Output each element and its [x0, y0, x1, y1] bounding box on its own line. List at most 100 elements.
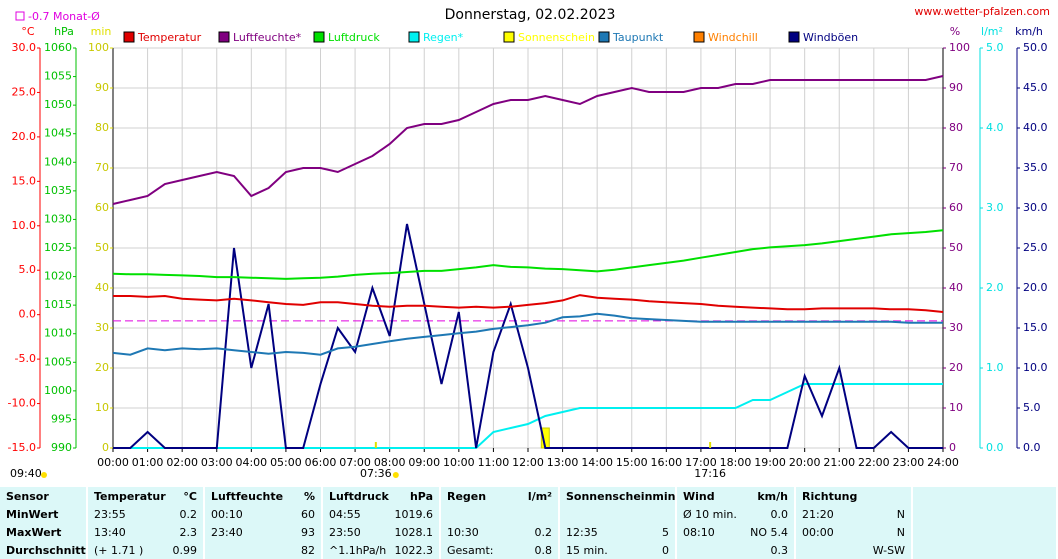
- chart-title: Donnerstag, 02.02.2023: [445, 7, 616, 23]
- y-tick-label: 5.0: [1023, 401, 1041, 414]
- y-tick-label: 20.0: [12, 130, 37, 143]
- x-tick-label: 02:00: [166, 456, 198, 469]
- y-tick-label: -5.0: [15, 352, 36, 365]
- y-tick-label: 80: [949, 121, 963, 134]
- y-tick-label: 1050: [44, 98, 72, 111]
- y-tick-label: 100: [949, 41, 970, 54]
- axis-title: l/m²: [981, 25, 1003, 38]
- table-cell: (+ 1.71 ) 0.99: [88, 541, 205, 559]
- cell-text: Gesamt:: [447, 543, 494, 557]
- series-line: [112, 75, 944, 205]
- x-tick-label: 19:00: [754, 456, 786, 469]
- x-tick-label: 17:00: [685, 456, 717, 469]
- x-tick-label: 13:00: [547, 456, 579, 469]
- series-line: [112, 229, 944, 280]
- cell-text: 23:50: [329, 525, 361, 539]
- sunshine-total: 09:40: [10, 467, 42, 480]
- x-tick-label: 24:00: [927, 456, 959, 469]
- y-tick-label: -15.0: [8, 441, 36, 454]
- y-tick-label: 50: [95, 241, 109, 254]
- y-tick-label: 10: [95, 401, 109, 414]
- table-cell: 13:40 2.3: [88, 523, 205, 541]
- table-cell: Gesamt: 0.8: [441, 541, 560, 559]
- y-tick-label: 1005: [44, 355, 72, 368]
- y-tick-label: 90: [95, 81, 109, 94]
- cell-text: 08:10: [683, 525, 715, 539]
- y-tick-label: 10: [949, 401, 963, 414]
- table-cell: Luftfeuchte%: [205, 487, 323, 505]
- x-tick-label: 07:00: [339, 456, 371, 469]
- x-tick-label: 12:00: [512, 456, 544, 469]
- table-cell: 21:20 N: [796, 505, 913, 523]
- y-tick-label: 100: [88, 41, 109, 54]
- legend-swatch: [598, 31, 610, 43]
- x-tick-label: 21:00: [823, 456, 855, 469]
- y-tick-label: 40: [95, 281, 109, 294]
- cell-text: (+ 1.71 ): [94, 543, 144, 557]
- table-cell: Sensor: [0, 487, 88, 505]
- cell-text: 60: [301, 507, 315, 521]
- y-tick-label: 1010: [44, 327, 72, 340]
- axis-title: °C: [21, 25, 35, 38]
- x-tick-label: 20:00: [789, 456, 821, 469]
- row-label: MaxWert: [6, 525, 62, 539]
- table-cell: Wind km/h: [677, 487, 796, 505]
- legend-label: Regen*: [423, 31, 464, 44]
- table-cell: Richtung: [796, 487, 913, 505]
- cell-text: 12:35: [566, 525, 598, 539]
- axis-title: %: [950, 25, 960, 38]
- y-tick-label: -10.0: [8, 397, 36, 410]
- axis-title: hPa: [54, 25, 74, 38]
- cell-text: 21:20: [802, 507, 834, 521]
- y-tick-label: 50: [949, 241, 963, 254]
- legend-swatch: [313, 31, 325, 43]
- series-line: [113, 294, 944, 313]
- y-tick-label: 1020: [44, 270, 72, 283]
- y-tick-label: 45.0: [1023, 81, 1048, 94]
- sun-icon: [392, 472, 399, 478]
- y-tick-label: 990: [51, 441, 72, 454]
- y-tick-label: 70: [95, 161, 109, 174]
- y-tick-label: 0.0: [19, 308, 37, 321]
- cell-text: 1028.1: [394, 525, 434, 539]
- cell-text: 10:30: [447, 525, 479, 539]
- header-text: Regen: [447, 489, 487, 503]
- x-tick-label: 05:00: [270, 456, 302, 469]
- y-tick-label: 50.0: [1023, 41, 1048, 54]
- x-tick-label: 22:00: [858, 456, 890, 469]
- table-cell: MinWert: [0, 505, 88, 523]
- cell-text: 00:10: [211, 507, 243, 521]
- table-cell: 23:50 1028.1: [323, 523, 441, 541]
- legend-swatch: [123, 31, 135, 43]
- cell-text: 0.3: [770, 543, 789, 557]
- x-tick-label: 14:00: [581, 456, 613, 469]
- y-tick-label: 30.0: [1023, 201, 1048, 214]
- table-cell: MaxWert: [0, 523, 88, 541]
- header-text: km/h: [757, 489, 788, 503]
- axis-title: km/h: [1015, 25, 1043, 38]
- table-cell: Ø 10 min. 0.0: [677, 505, 796, 523]
- y-tick-label: 0: [102, 441, 109, 454]
- cell-text: 1019.6: [394, 507, 434, 521]
- y-tick-label: 70: [949, 161, 963, 174]
- table-cell: [441, 505, 560, 523]
- cell-text: 0.2: [179, 507, 198, 521]
- y-tick-label: 20: [949, 361, 963, 374]
- header-text: Wind: [683, 489, 715, 503]
- header-text: Sensor: [6, 489, 49, 503]
- y-tick-label: 1030: [44, 212, 72, 225]
- y-tick-label: 80: [95, 121, 109, 134]
- x-tick-label: 00:00: [97, 456, 129, 469]
- y-tick-label: 4.0: [986, 121, 1004, 134]
- legend-label: Windchill: [708, 31, 758, 44]
- x-tick-label: 08:00: [374, 456, 406, 469]
- table-cell: [913, 523, 1058, 541]
- cell-text: 0.2: [534, 525, 553, 539]
- y-tick-label: 15.0: [1023, 321, 1048, 334]
- table-cell: 23:55 0.2: [88, 505, 205, 523]
- legend-label: Temperatur: [137, 31, 202, 44]
- cell-text: NO 5.4: [750, 525, 788, 539]
- y-tick-label: 30: [949, 321, 963, 334]
- cell-text: W-SW: [872, 543, 905, 557]
- series-line: [112, 312, 943, 356]
